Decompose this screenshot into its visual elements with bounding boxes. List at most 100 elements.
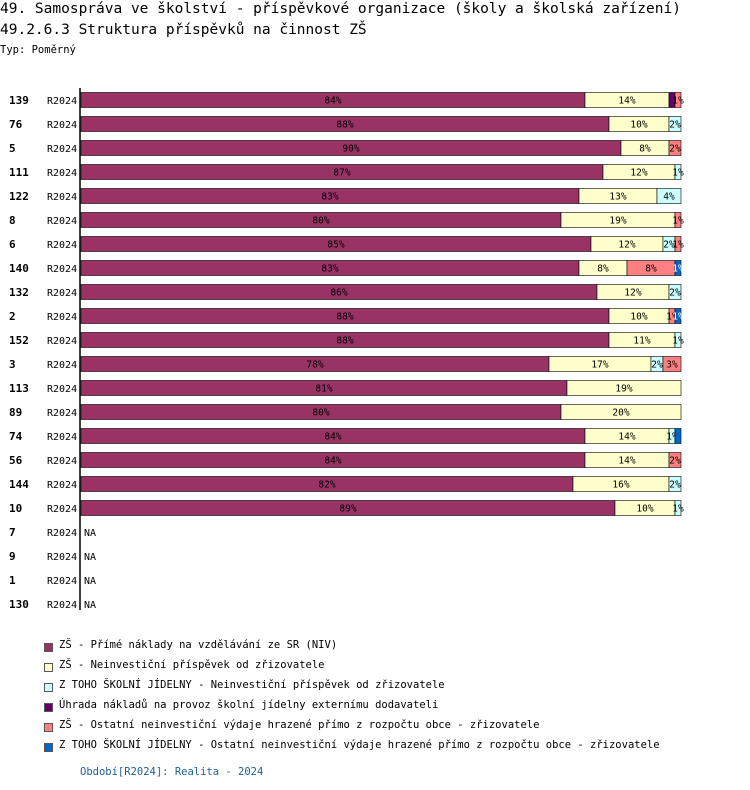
row-id-label: 111 <box>9 166 29 179</box>
bar-value-label: 1% <box>672 96 684 107</box>
bar-value-label: 89% <box>339 504 356 515</box>
bar-value-label: 88% <box>336 120 353 131</box>
row-id-label: 139 <box>9 94 29 107</box>
legend-swatch <box>44 663 53 672</box>
bar-segment <box>674 92 682 108</box>
row-id-label: 7 <box>9 526 16 539</box>
bar-segment <box>674 212 682 228</box>
chart-type-label: Typ: Poměrný <box>0 44 76 56</box>
bar-value-label: 19% <box>609 216 626 227</box>
row-period-label: R2024 <box>47 264 77 275</box>
bar-value-label: 86% <box>330 288 347 299</box>
row-period-label: R2024 <box>47 456 77 467</box>
bar-value-label: 88% <box>336 312 353 323</box>
bar-segment <box>668 284 682 300</box>
legend-swatch <box>44 703 53 712</box>
bar-value-label: 2% <box>669 288 681 299</box>
row-period-label: R2024 <box>47 288 77 299</box>
row-id-label: 152 <box>9 334 29 347</box>
bar-value-label: 8% <box>639 144 651 155</box>
bar-value-label: 2% <box>669 144 681 155</box>
bar-segment <box>668 452 682 468</box>
row-id-label: 113 <box>9 382 29 395</box>
row-id-label: 9 <box>9 550 16 563</box>
bar-value-label: 83% <box>321 264 338 275</box>
row-period-label: R2024 <box>47 240 77 251</box>
chart-title: 49. Samospráva ve školství - příspěvkové… <box>0 1 681 17</box>
bar-value-label: 2% <box>651 360 663 371</box>
legend-swatch <box>44 683 53 692</box>
bar-value-label: 14% <box>618 456 635 467</box>
bar-value-label: 12% <box>624 288 641 299</box>
row-id-label: 8 <box>9 214 16 227</box>
legend-label: Z TOHO ŠKOLNÍ JÍDELNY - Ostatní neinvest… <box>59 739 660 751</box>
bar-value-label: 2% <box>669 456 681 467</box>
bar-value-label: 83% <box>321 192 338 203</box>
row-period-label: R2024 <box>47 360 77 371</box>
bar-value-label: 8% <box>645 264 657 275</box>
na-label: NA <box>84 552 96 563</box>
row-period-label: R2024 <box>47 432 77 443</box>
bar-value-label: 78% <box>306 360 323 371</box>
row-id-label: 10 <box>9 502 22 515</box>
bar-value-label: 4% <box>663 192 675 203</box>
bar-segment <box>674 500 682 516</box>
legend-label: Z TOHO ŠKOLNÍ JÍDELNY - Neinvestiční pří… <box>59 679 445 691</box>
row-id-label: 2 <box>9 310 16 323</box>
bar-segment <box>566 380 682 396</box>
row-period-label: R2024 <box>47 336 77 347</box>
row-period-label: R2024 <box>47 312 77 323</box>
legend-label: ZŠ - Neinvestiční příspěvek od zřizovate… <box>59 659 325 671</box>
row-period-label: R2024 <box>47 144 77 155</box>
row-id-label: 140 <box>9 262 29 275</box>
bar-value-label: 1% <box>672 336 684 347</box>
bar-value-label: 84% <box>324 432 341 443</box>
stacked-bar-chart: 139 R2024 84% 14% 1%76 R2024 88% 10% 2%5 R2024 90%… <box>9 88 684 611</box>
legend-label: ZŠ - Přímé náklady na vzdělávání ze SR (… <box>59 639 338 651</box>
row-id-label: 132 <box>9 286 29 299</box>
bar-value-label: 10% <box>636 504 653 515</box>
bar-segment <box>674 236 682 252</box>
bar-value-label: 11% <box>633 336 650 347</box>
row-id-label: 74 <box>9 430 23 443</box>
bar-value-label: 82% <box>318 480 335 491</box>
bar-segment <box>674 332 682 348</box>
row-period-label: R2024 <box>47 216 77 227</box>
bar-value-label: 17% <box>591 360 608 371</box>
bar-value-label: 1% <box>672 168 684 179</box>
row-period-label: R2024 <box>47 576 77 587</box>
row-id-label: 122 <box>9 190 29 203</box>
bar-value-label: 20% <box>612 408 629 419</box>
bar-value-label: 1% <box>672 312 684 323</box>
row-id-label: 76 <box>9 118 23 131</box>
bar-value-label: 10% <box>630 120 647 131</box>
legend-label: Úhrada nákladů na provoz školní jídelny … <box>59 699 439 711</box>
bar-segment <box>656 188 682 204</box>
bar-segment <box>662 356 682 372</box>
bar-value-label: 1% <box>666 312 678 323</box>
bar-segment <box>674 428 682 444</box>
bar-segment <box>668 476 682 492</box>
row-id-label: 1 <box>9 574 16 587</box>
row-id-label: 3 <box>9 358 16 371</box>
row-period-label: R2024 <box>47 168 77 179</box>
na-label: NA <box>84 600 96 611</box>
row-period-label: R2024 <box>47 96 77 107</box>
legend-swatch <box>44 743 53 752</box>
bar-value-label: 2% <box>663 240 675 251</box>
bar-value-label: 14% <box>618 96 635 107</box>
row-period-label: R2024 <box>47 192 77 203</box>
period-footer: Období[R2024]: Realita - 2024 <box>80 766 264 778</box>
row-period-label: R2024 <box>47 552 77 563</box>
bar-value-label: 90% <box>342 144 359 155</box>
row-id-label: 5 <box>9 142 16 155</box>
bar-segment <box>674 260 682 276</box>
row-id-label: 56 <box>9 454 23 467</box>
row-period-label: R2024 <box>47 480 77 491</box>
row-id-label: 89 <box>9 406 22 419</box>
bar-value-label: 1% <box>672 240 684 251</box>
bar-value-label: 85% <box>327 240 344 251</box>
bar-value-label: 1% <box>666 432 678 443</box>
na-label: NA <box>84 576 96 587</box>
bar-value-label: 8% <box>597 264 609 275</box>
